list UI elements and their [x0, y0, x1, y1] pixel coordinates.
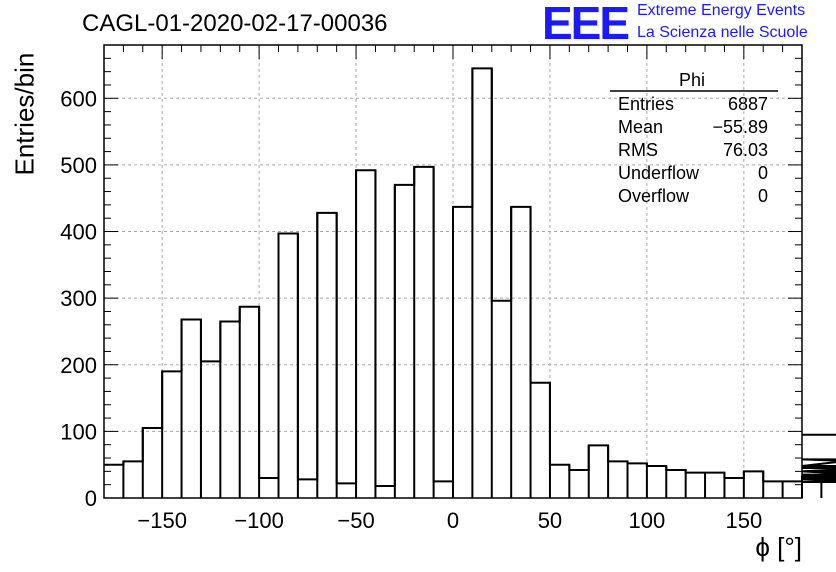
histogram-bin — [705, 473, 724, 498]
y-tick-label: 100 — [60, 419, 97, 444]
histogram-bin — [550, 465, 569, 498]
x-tick-label: 0 — [447, 508, 459, 533]
histogram-bin — [453, 207, 472, 498]
stats-value-overflow: 0 — [757, 186, 768, 206]
tick-labels: −150 −100 −50 0 50 100 150 0 100 200 300 400 500 600 — [60, 86, 762, 533]
histogram-bin — [531, 383, 550, 498]
histogram-bin — [511, 207, 530, 498]
histogram-bin — [356, 170, 375, 498]
x-axis-label: ϕ [°] — [755, 532, 802, 562]
logo-caption-2: La Scienza nelle Scuole — [637, 24, 808, 41]
plot-title: CAGL-01-2020-02-17-00036 — [82, 10, 388, 37]
histogram-bin — [724, 478, 743, 498]
y-tick-label: 500 — [60, 153, 97, 178]
histogram-bin — [375, 486, 394, 498]
logo-caption-1: Extreme Energy Events — [637, 2, 806, 19]
stats-title: Phi — [679, 70, 706, 90]
x-tick-label: 150 — [725, 508, 762, 533]
histogram-bin — [123, 461, 142, 498]
histogram-bars — [104, 67, 836, 498]
histogram-bin — [337, 483, 356, 498]
histogram-bin — [589, 445, 608, 498]
histogram-bin — [492, 301, 511, 498]
axis-ticks — [103, 44, 803, 499]
histogram-bin — [686, 473, 705, 498]
histogram-bin — [608, 461, 627, 498]
histogram-bin — [569, 470, 588, 498]
histogram-bin — [259, 478, 278, 498]
stats-label-mean: Mean — [618, 117, 664, 137]
histogram-bin — [763, 481, 782, 498]
histogram-bin — [666, 470, 685, 498]
histogram-bin — [279, 234, 298, 498]
histogram-bin — [628, 463, 647, 498]
y-tick-label: 300 — [60, 286, 97, 311]
histogram-bin — [317, 213, 336, 498]
x-tick-label: 100 — [629, 508, 666, 533]
histogram-bin — [162, 371, 181, 498]
stats-label-underflow: Underflow — [618, 163, 700, 183]
x-tick-label: 50 — [538, 508, 562, 533]
histogram-bin — [220, 321, 239, 498]
x-tick-label: −150 — [137, 508, 187, 533]
y-tick-label: 0 — [85, 486, 97, 511]
x-tick-label: −100 — [234, 508, 284, 533]
stats-label-overflow: Overflow — [618, 186, 690, 206]
stats-value-mean: −55.89 — [712, 117, 768, 137]
stats-label-entries: Entries — [618, 94, 675, 114]
histogram-bin — [182, 319, 201, 498]
stats-value-underflow: 0 — [757, 163, 768, 183]
histogram-bin — [298, 479, 317, 498]
histogram-bin — [647, 466, 666, 498]
histogram-bin — [414, 167, 433, 498]
histogram-bin — [783, 481, 802, 498]
histogram-bin — [472, 68, 491, 498]
stats-value-entries: 6887 — [727, 94, 768, 114]
histogram-bin — [201, 361, 220, 498]
y-tick-label: 600 — [60, 86, 97, 111]
y-tick-label: 200 — [60, 353, 97, 378]
histogram-bin — [240, 307, 259, 498]
stats-value-rms: 76.03 — [722, 140, 768, 160]
stats-label-rms: RMS — [618, 140, 658, 160]
y-tick-label: 400 — [60, 220, 97, 245]
histogram-bin — [744, 471, 763, 498]
histogram-bin — [143, 428, 162, 498]
y-axis-label: Entries/bin — [9, 52, 40, 176]
eee-logo: EEE — [542, 0, 630, 49]
histogram-bin — [104, 465, 123, 498]
histogram-bin — [434, 481, 453, 498]
x-tick-label: −50 — [337, 508, 374, 533]
